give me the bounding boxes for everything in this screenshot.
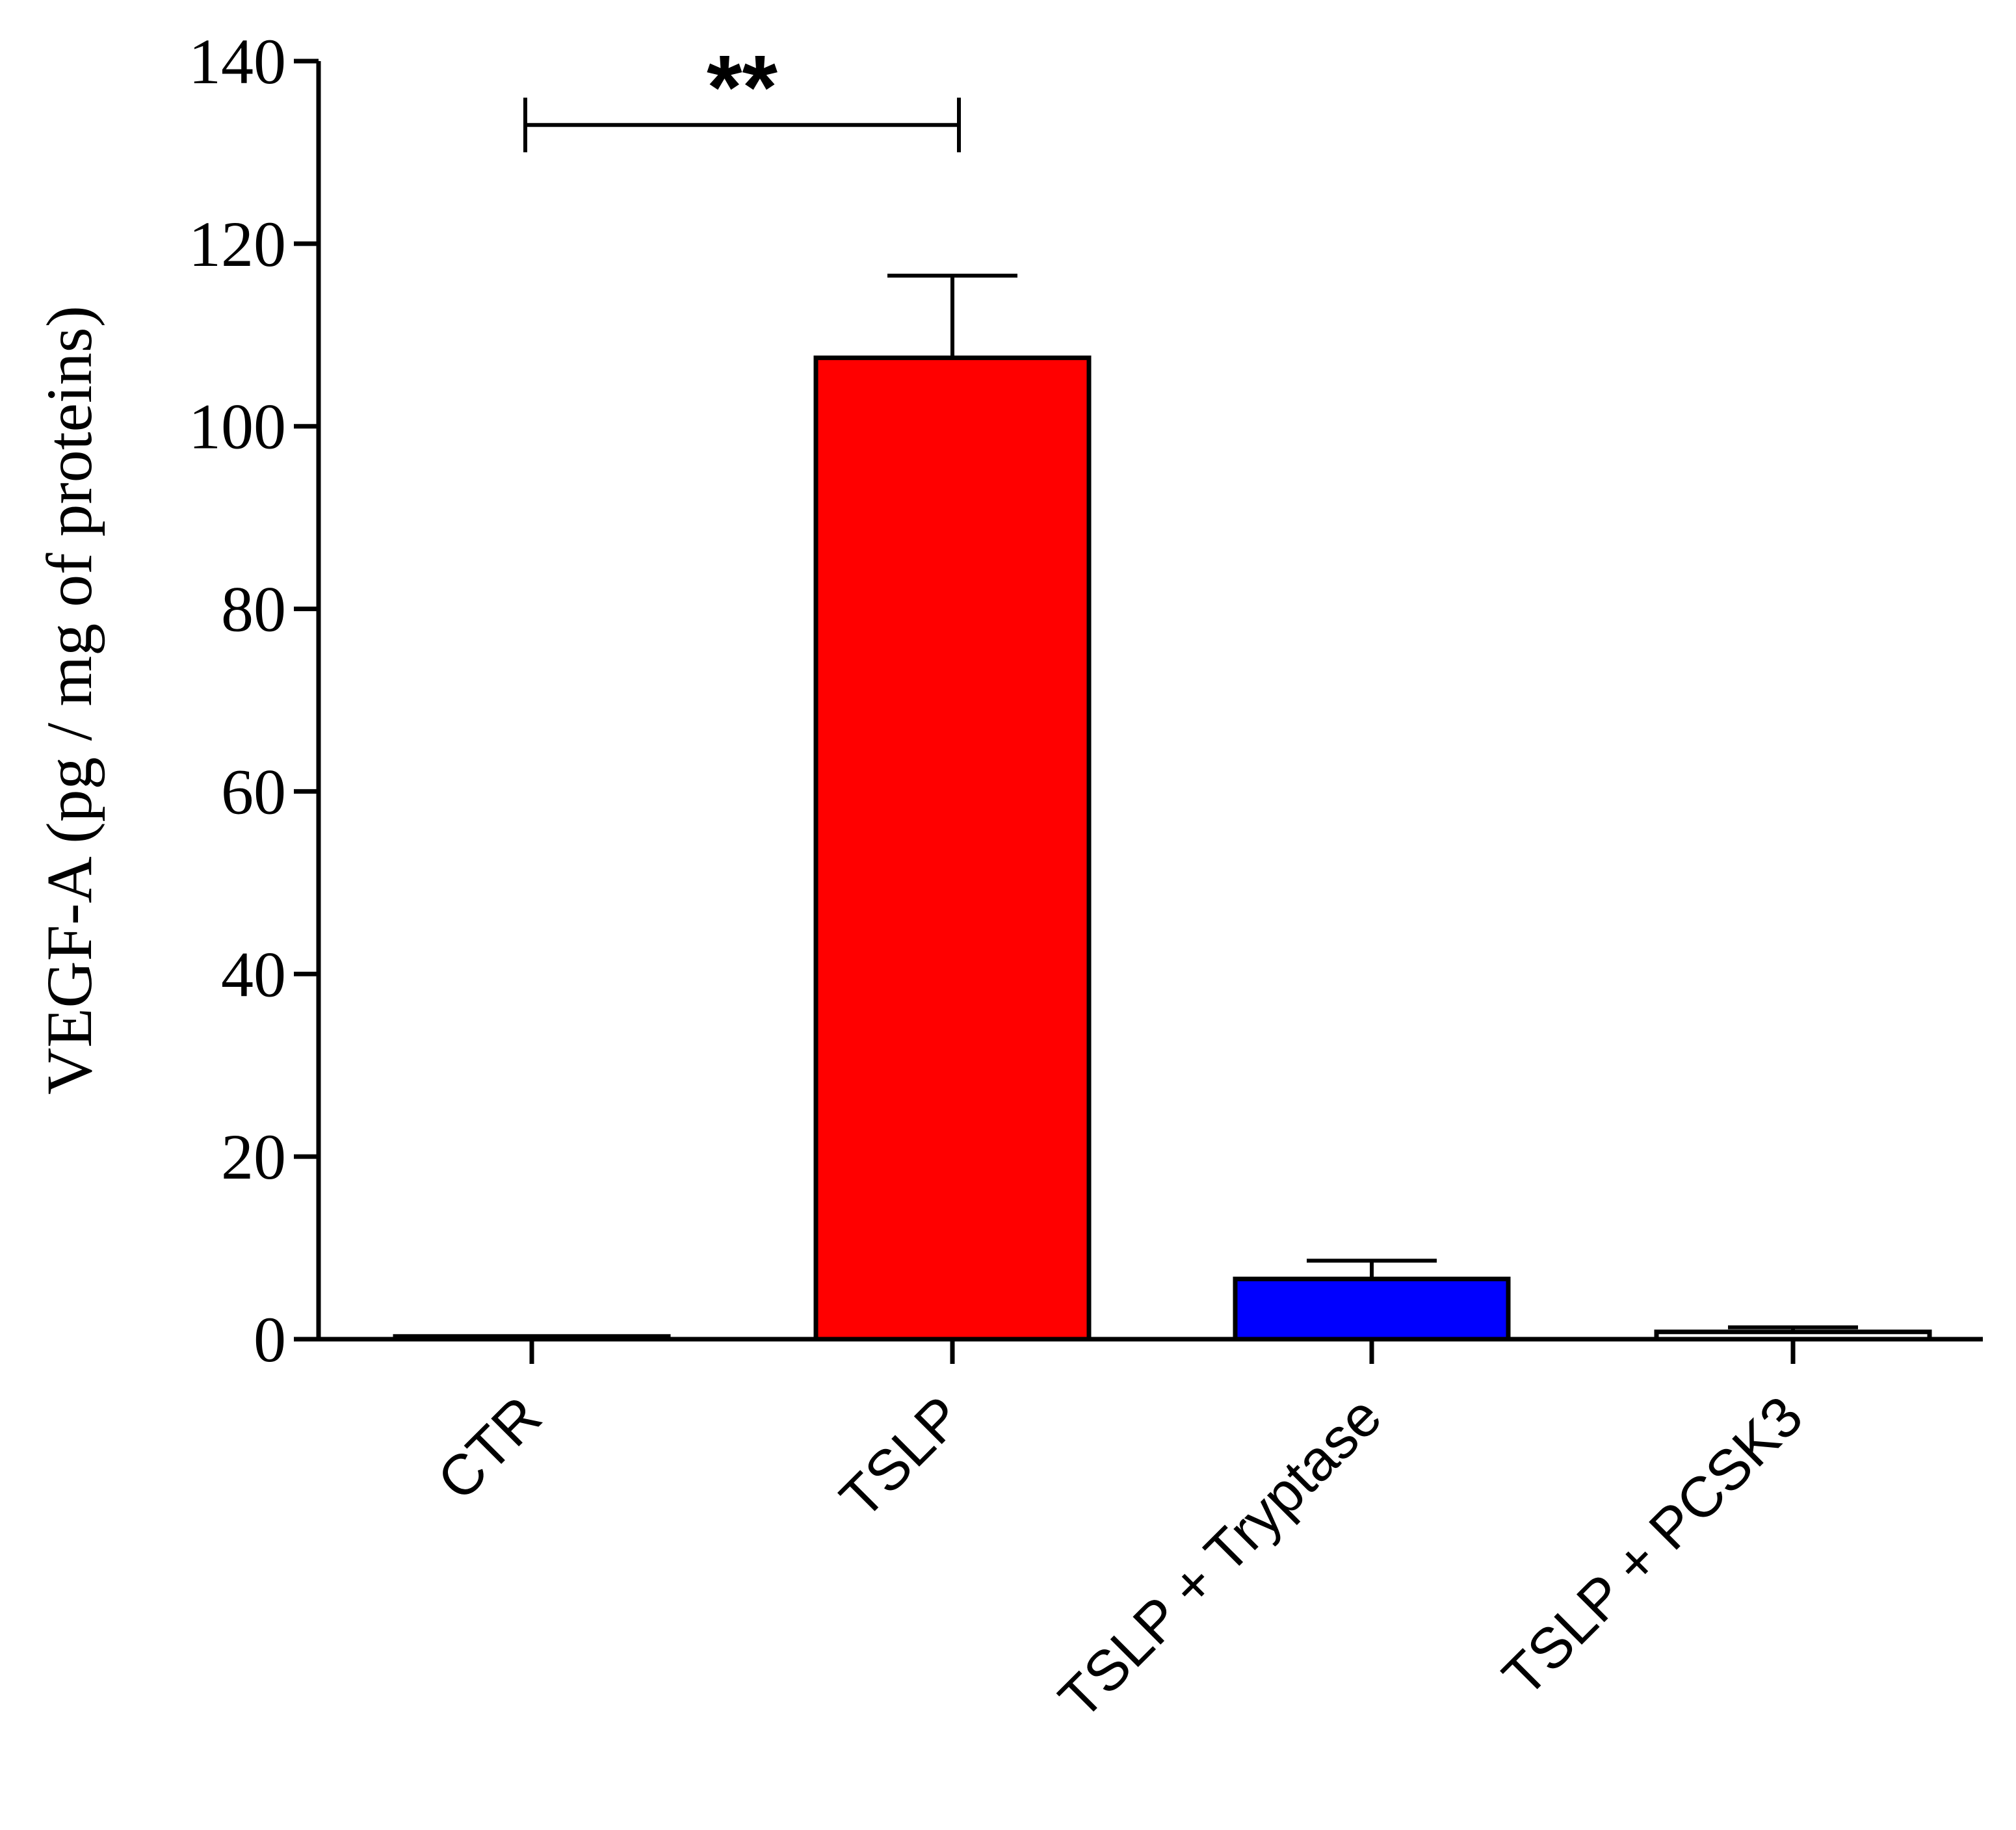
error-bars-layer <box>887 274 1858 1332</box>
y-ticks-layer: 0 20 40 60 80 100 120 140 <box>189 25 319 1376</box>
y-tick-label: 20 <box>221 1121 286 1193</box>
y-axis-label: VEGF-A (pg / mg of proteins) <box>33 306 105 1095</box>
x-ticks-layer: CTR TSLP TSLP + Tryptase TSLP + PCSK3 <box>425 1339 1814 1731</box>
significance-stars: ** <box>707 36 778 138</box>
y-tick-label: 0 <box>254 1303 286 1376</box>
bar-tslp-tryptase <box>1233 1276 1511 1342</box>
x-tick-label: TSLP <box>828 1383 975 1530</box>
y-tick-label: 60 <box>221 755 286 828</box>
y-tick-label: 40 <box>221 938 286 1010</box>
y-tick-label: 120 <box>189 208 286 280</box>
x-tick-label: TSLP + PCSK3 <box>1490 1383 1814 1708</box>
bar-tslp <box>813 355 1092 1342</box>
x-tick-label: CTR <box>425 1383 554 1512</box>
y-tick-label: 80 <box>221 573 286 646</box>
y-tick-label: 100 <box>189 391 286 463</box>
y-tick-label: 140 <box>189 25 286 98</box>
bars-layer <box>393 355 1932 1342</box>
annotations-layer: ** <box>523 36 961 153</box>
x-tick-label: TSLP + Tryptase <box>1046 1383 1393 1731</box>
